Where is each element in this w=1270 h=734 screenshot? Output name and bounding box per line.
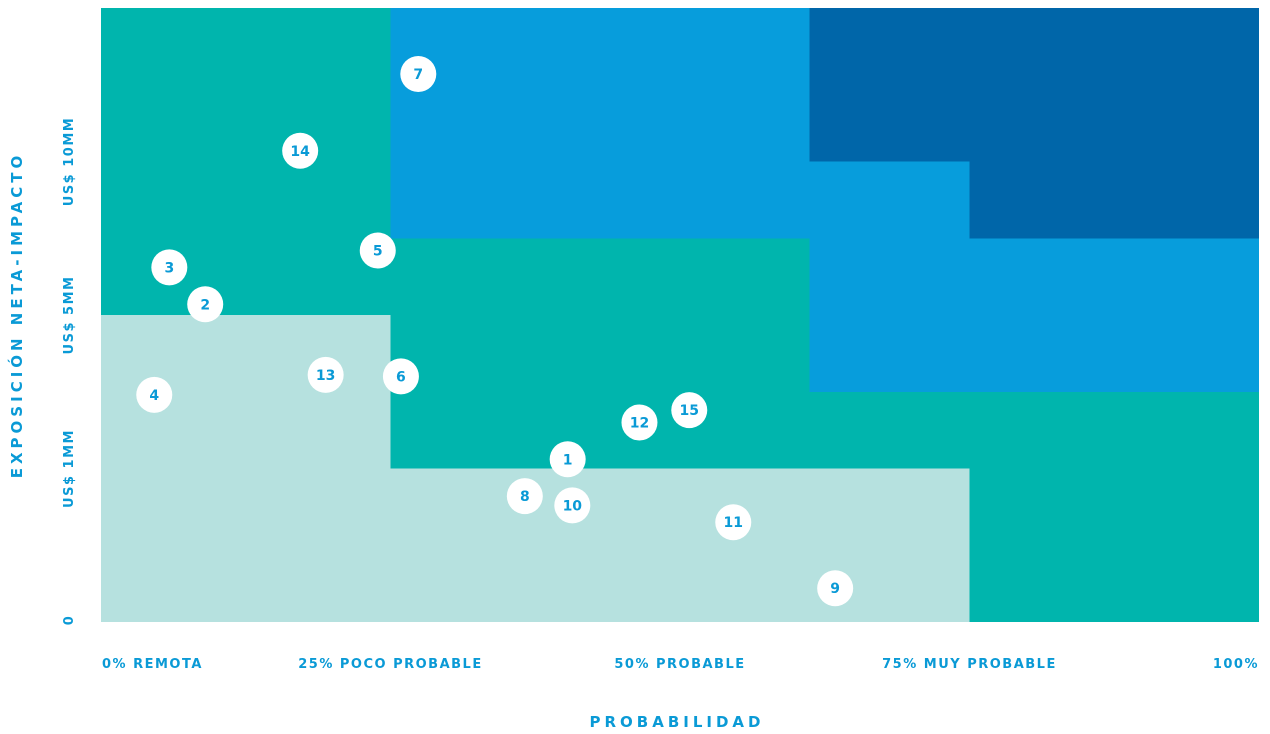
risk-point-5: 5	[359, 232, 396, 269]
risk-point-8: 8	[506, 478, 543, 515]
risk-point-label: 15	[680, 403, 699, 419]
risk-point-marker	[554, 487, 591, 524]
risk-point-marker	[136, 376, 173, 413]
risk-point-label: 9	[830, 581, 840, 597]
risk-point-label: 5	[373, 244, 383, 260]
risk-point-marker	[817, 570, 854, 607]
risk-point-marker	[671, 392, 708, 429]
x-tick-label: 75% MUY PROBABLE	[882, 657, 1057, 672]
risk-point-1: 1	[549, 441, 586, 478]
risk-point-marker	[359, 232, 396, 269]
risk-point-13: 13	[307, 356, 344, 393]
y-tick-label: 0	[62, 615, 77, 626]
x-tick-label: 0% REMOTA	[102, 657, 203, 672]
risk-point-9: 9	[817, 570, 854, 607]
y-axis-title: EXPOSICIÓN NETA-IMPACTO	[7, 152, 26, 479]
risk-point-11: 11	[715, 504, 752, 541]
risk-point-2: 2	[187, 286, 224, 323]
zone-high	[390, 8, 1259, 392]
risk-point-label: 11	[724, 515, 743, 531]
risk-point-label: 8	[520, 489, 530, 505]
y-axis-ticks: 0 US$ 1MM US$ 5MM US$ 10MM	[62, 117, 77, 626]
risk-point-label: 13	[316, 368, 335, 384]
risk-point-label: 4	[149, 388, 159, 404]
y-tick-label: US$ 5MM	[62, 276, 77, 355]
risk-point-marker	[151, 249, 188, 286]
risk-point-marker	[187, 286, 224, 323]
risk-point-marker	[549, 441, 586, 478]
risk-point-marker	[400, 56, 437, 93]
x-tick-label: 25% POCO PROBABLE	[298, 657, 482, 672]
risk-point-marker	[715, 504, 752, 541]
risk-point-label: 1	[563, 452, 573, 468]
risk-point-label: 12	[630, 415, 649, 431]
risk-point-label: 6	[396, 369, 406, 385]
x-tick-label: 50% PROBABLE	[614, 657, 745, 672]
risk-point-6: 6	[382, 358, 419, 395]
zone-critical	[809, 8, 1259, 239]
risk-point-marker	[506, 478, 543, 515]
risk-zones	[101, 8, 1259, 622]
y-tick-label: US$ 10MM	[62, 117, 77, 206]
risk-point-marker	[621, 404, 658, 441]
risk-point-3: 3	[151, 249, 188, 286]
risk-point-15: 15	[671, 392, 708, 429]
y-tick-label: US$ 1MM	[62, 429, 77, 508]
x-axis-title: PROBABILIDAD	[589, 713, 764, 731]
risk-point-label: 2	[200, 297, 210, 313]
x-tick-label: 100%	[1213, 657, 1259, 672]
risk-point-label: 7	[413, 67, 423, 83]
risk-point-7: 7	[400, 56, 437, 93]
risk-point-marker	[282, 132, 319, 169]
risk-point-4: 4	[136, 376, 173, 413]
risk-point-marker	[307, 356, 344, 393]
risk-point-label: 10	[563, 498, 583, 514]
risk-point-12: 12	[621, 404, 658, 441]
risk-point-marker	[382, 358, 419, 395]
x-axis-ticks: 0% REMOTA 25% POCO PROBABLE 50% PROBABLE 75…	[102, 657, 1259, 672]
risk-point-14: 14	[282, 132, 319, 169]
risk-point-10: 10	[554, 487, 591, 524]
risk-point-label: 14	[290, 144, 310, 160]
risk-point-label: 3	[164, 260, 174, 276]
